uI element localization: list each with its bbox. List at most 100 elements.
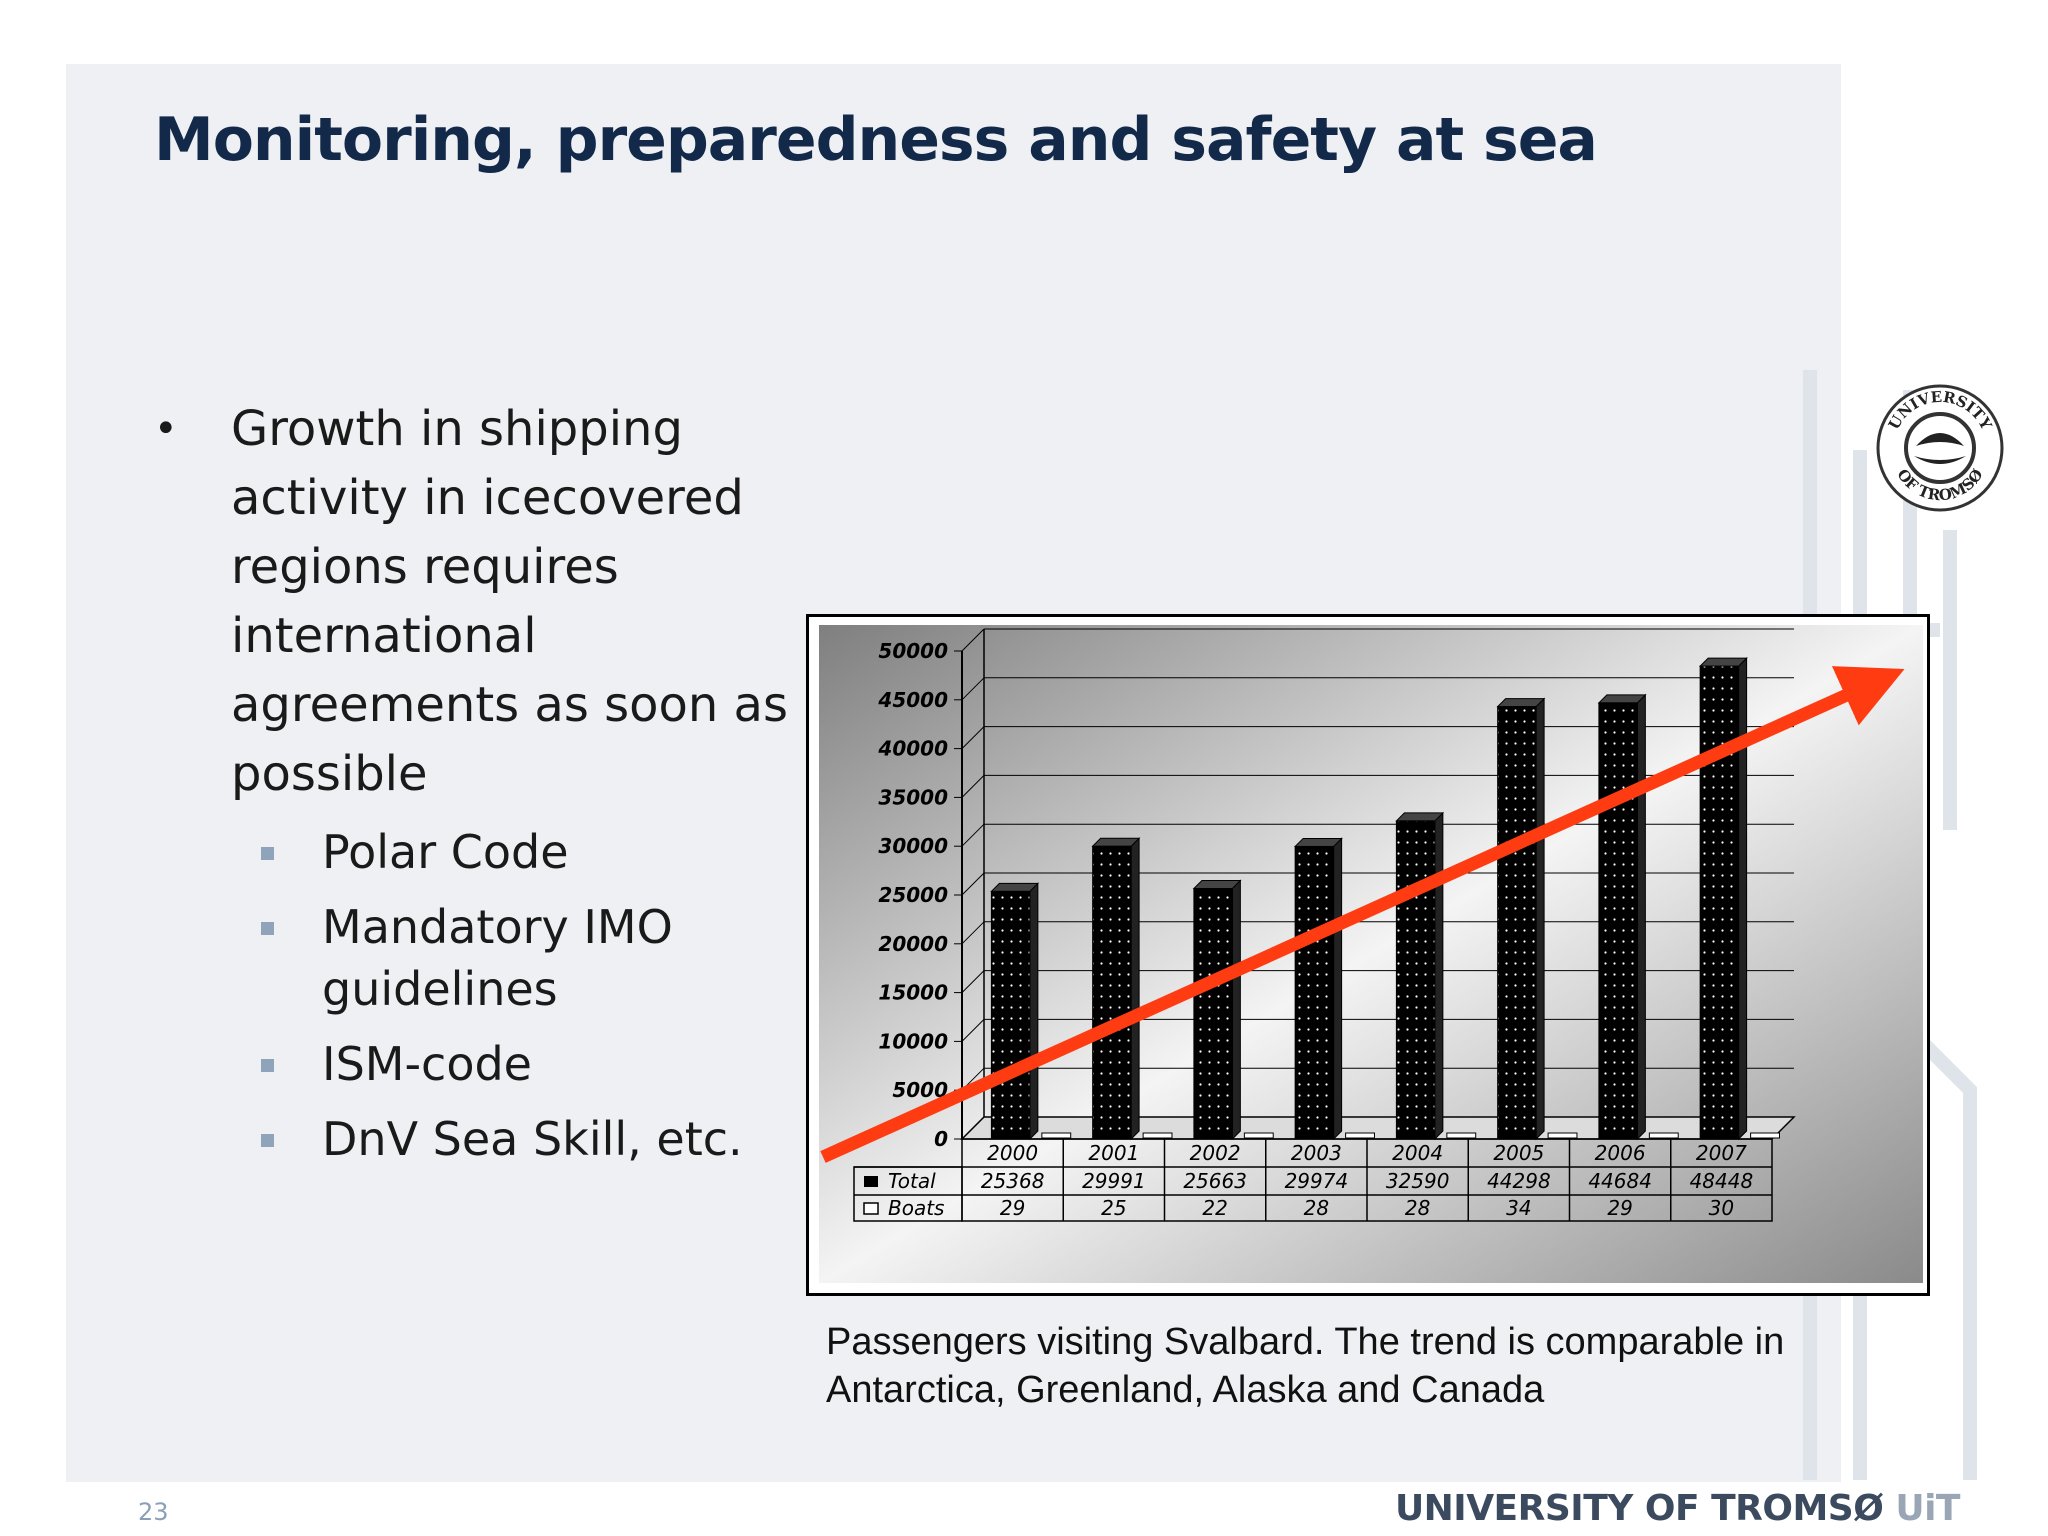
boats-bar	[1041, 1132, 1072, 1139]
x-tick-label: 2005	[1493, 1141, 1544, 1165]
x-tick-label: 2006	[1595, 1141, 1646, 1165]
main-bullet-text: Growth in shipping activity in icecovere…	[231, 401, 788, 802]
sub-bullet-item: Mandatory IMO guidelines	[152, 896, 792, 1020]
gridline-side	[961, 1116, 985, 1140]
sub-bullet-item: Polar Code	[152, 821, 792, 883]
gridline-side	[961, 677, 985, 701]
y-tick-label: 20000	[878, 932, 948, 956]
sub-bullet-item: DnV Sea Skill, etc.	[152, 1108, 792, 1170]
bar-side	[1333, 837, 1343, 1141]
gridline-side	[961, 1019, 985, 1042]
boats-bar	[1547, 1132, 1578, 1139]
chart-caption: Passengers visiting Svalbard. The trend …	[826, 1321, 1785, 1411]
data-label-boats: 22	[1202, 1196, 1227, 1220]
bar	[1497, 706, 1537, 1140]
bar-top	[1496, 698, 1546, 708]
bar	[1294, 845, 1335, 1140]
main-bullet: • Growth in shipping activity in icecove…	[152, 395, 792, 809]
bar-side	[1029, 882, 1039, 1141]
boats-bar	[1648, 1132, 1679, 1139]
y-tick-label: 45000	[877, 688, 948, 712]
bar	[990, 890, 1031, 1140]
legend-label-total: Total	[888, 1169, 936, 1193]
y-tick-label: 40000	[877, 737, 948, 761]
bar-side	[1535, 697, 1545, 1141]
bar-side	[1738, 656, 1748, 1141]
bullet-list: • Growth in shipping activity in icecove…	[152, 395, 792, 1183]
data-label-boats: 28	[1405, 1196, 1430, 1220]
y-tick-label: 15000	[878, 981, 948, 1005]
x-tick-label: 2001	[1088, 1141, 1139, 1165]
y-tick-label: 50000	[878, 639, 948, 663]
data-label-boats: 25	[1101, 1196, 1126, 1220]
legend-swatch-total	[864, 1176, 878, 1187]
x-tick-label: 2000	[987, 1141, 1038, 1165]
square-bullet-icon	[261, 1134, 274, 1147]
gridline-side	[961, 628, 985, 652]
bar-side	[1231, 879, 1241, 1141]
boats-bar	[1142, 1132, 1173, 1139]
x-tick-label: 2007	[1696, 1141, 1747, 1165]
bar-top	[1091, 837, 1141, 847]
y-tick-label: 0	[934, 1127, 948, 1151]
gridline-side	[961, 775, 985, 798]
boats-bar	[1446, 1132, 1477, 1139]
bar-top	[1597, 694, 1647, 704]
slide-title: Monitoring, preparedness and safety at s…	[154, 105, 1598, 175]
square-bullet-icon	[261, 922, 274, 935]
bar-side	[1636, 693, 1646, 1141]
data-label-boats: 28	[1304, 1196, 1329, 1220]
data-label-boats: 29	[1000, 1196, 1025, 1220]
bar-top	[990, 882, 1040, 892]
data-label-total: 48448	[1690, 1169, 1754, 1193]
boats-bar	[1750, 1132, 1780, 1139]
bar-side	[1130, 837, 1140, 1141]
y-tick-label: 35000	[878, 785, 948, 809]
bar	[1699, 665, 1740, 1140]
bar	[1193, 888, 1233, 1140]
y-tick-label: 30000	[878, 834, 948, 858]
sub-bullet-text: Polar Code	[322, 825, 569, 879]
x-tick-label: 2004	[1392, 1141, 1443, 1165]
gridline-side	[961, 970, 985, 993]
data-label-boats: 29	[1607, 1196, 1632, 1220]
bar-top	[1293, 837, 1343, 847]
legend-label-boats: Boats	[888, 1196, 944, 1220]
gridline-side	[961, 872, 985, 896]
legend-swatch-boats	[863, 1202, 879, 1215]
data-label-total: 25368	[981, 1169, 1045, 1193]
data-label-total: 44298	[1487, 1169, 1551, 1193]
gridline-side	[961, 726, 985, 749]
gridline-side	[961, 823, 985, 847]
footer-brand: UNIVERSITY OF TROMSØ UiT	[1394, 1488, 1961, 1529]
bullet-dot-icon: •	[154, 406, 178, 452]
sub-bullet-item: ISM-code	[152, 1033, 792, 1095]
data-label-total: 32590	[1386, 1169, 1450, 1193]
bar	[1598, 702, 1638, 1140]
bar	[1395, 820, 1436, 1140]
sub-bullet-text: ISM-code	[322, 1037, 532, 1091]
square-bullet-icon	[261, 847, 274, 860]
data-label-boats: 30	[1709, 1196, 1734, 1220]
chart-frame: 50000 45000 40000 35000 30000 25000 20000 15000…	[806, 614, 1930, 1296]
university-seal-logo: UNIVERSITY OF TROMSØ	[1876, 384, 2004, 512]
gridline-side	[961, 921, 985, 945]
y-tick-label: 10000	[878, 1029, 948, 1053]
bar-chart: 5000045000400003500030000250002000015000…	[819, 625, 1923, 1283]
x-tick-label: 2002	[1190, 1141, 1241, 1165]
boats-bar	[1345, 1132, 1375, 1139]
sub-bullet-text: DnV Sea Skill, etc.	[322, 1112, 743, 1166]
data-label-boats: 34	[1506, 1196, 1531, 1220]
bar-top	[1698, 657, 1748, 667]
bar-top	[1192, 880, 1242, 890]
bar	[1092, 845, 1132, 1140]
trend-arrow	[820, 666, 1905, 1163]
sub-bullet-list: Polar Code Mandatory IMO guidelines ISM-…	[152, 821, 792, 1170]
footer-uit-logo-text: UiT	[1895, 1488, 1960, 1529]
sub-bullet-text: Mandatory IMO guidelines	[322, 900, 673, 1016]
square-bullet-icon	[261, 1059, 274, 1072]
bar-side	[1434, 811, 1444, 1141]
data-label-total: 44684	[1588, 1169, 1652, 1193]
footer-university-name: UNIVERSITY OF TROMSØ	[1394, 1488, 1884, 1529]
y-tick-label: 25000	[878, 883, 948, 907]
